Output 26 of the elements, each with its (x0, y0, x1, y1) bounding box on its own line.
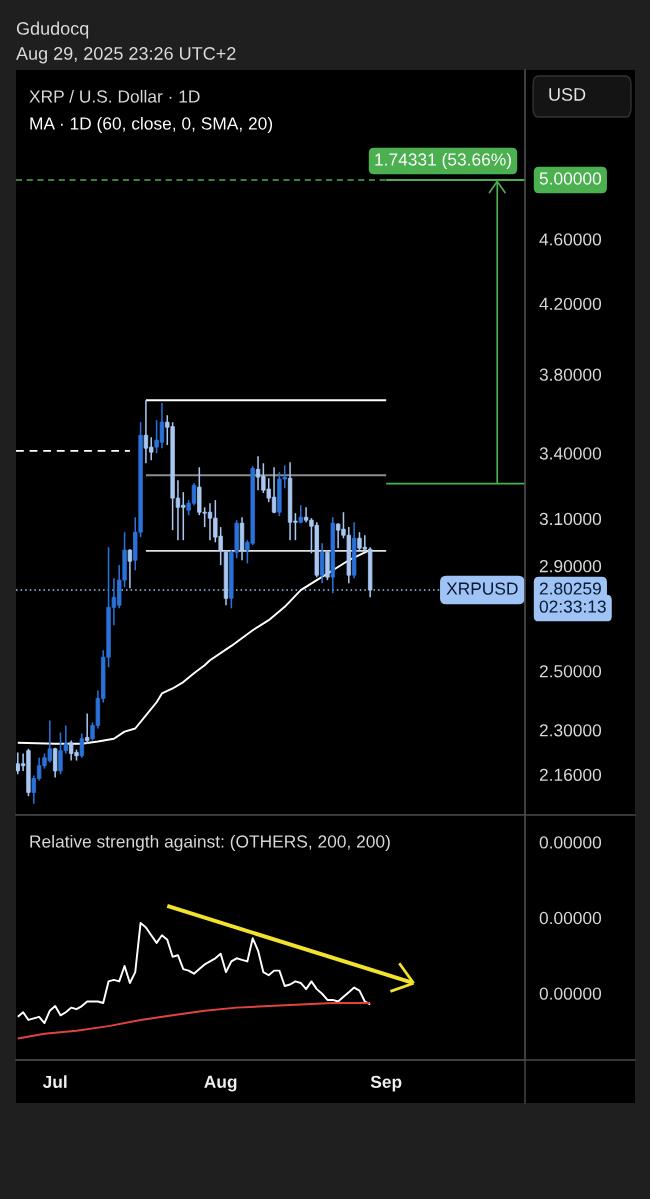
text: 02:33:13 (539, 600, 606, 613)
y-tick-label: 3.10000 (539, 512, 602, 526)
x-tick-label: Sep (370, 1075, 402, 1092)
text: 0.00000 (539, 836, 602, 849)
ref-line-label: 5.00000 (539, 172, 602, 185)
y-tick-label: 4.20000 (539, 297, 602, 310)
x-tick-label: Aug (204, 1075, 237, 1092)
ref-line-label: 2.80259 (539, 582, 601, 595)
text: USD (549, 88, 586, 101)
text: MA · 1D (60, close, 0, SMA, 20) (30, 116, 273, 134)
y-tick-label: 3.80000 (539, 368, 602, 381)
text: 0.00000 (539, 987, 602, 1000)
y-tick-label: 2.50000 (539, 665, 602, 678)
text: 0.00000 (539, 911, 602, 925)
text: Aug 29, 2025 23:26 UTC+2 (16, 47, 236, 64)
chart-title: Relative strength against: (OTHERS, 200, 200) (30, 834, 390, 852)
text: Gdudocq (16, 21, 89, 39)
text: XRP / U.S. Dollar · 1D (29, 89, 200, 103)
y-tick-label: 2.90000 (539, 560, 602, 573)
y-tick-label: 4.60000 (539, 233, 602, 246)
annotation: XRPUSD (446, 582, 518, 595)
annotation: 1.74331 (53.66%) (375, 152, 511, 170)
x-tick-label: Jul (42, 1075, 67, 1089)
y-tick-label: 2.16000 (539, 768, 602, 781)
y-tick-label: 2.30000 (539, 724, 602, 737)
y-tick-label: 3.40000 (539, 447, 602, 460)
